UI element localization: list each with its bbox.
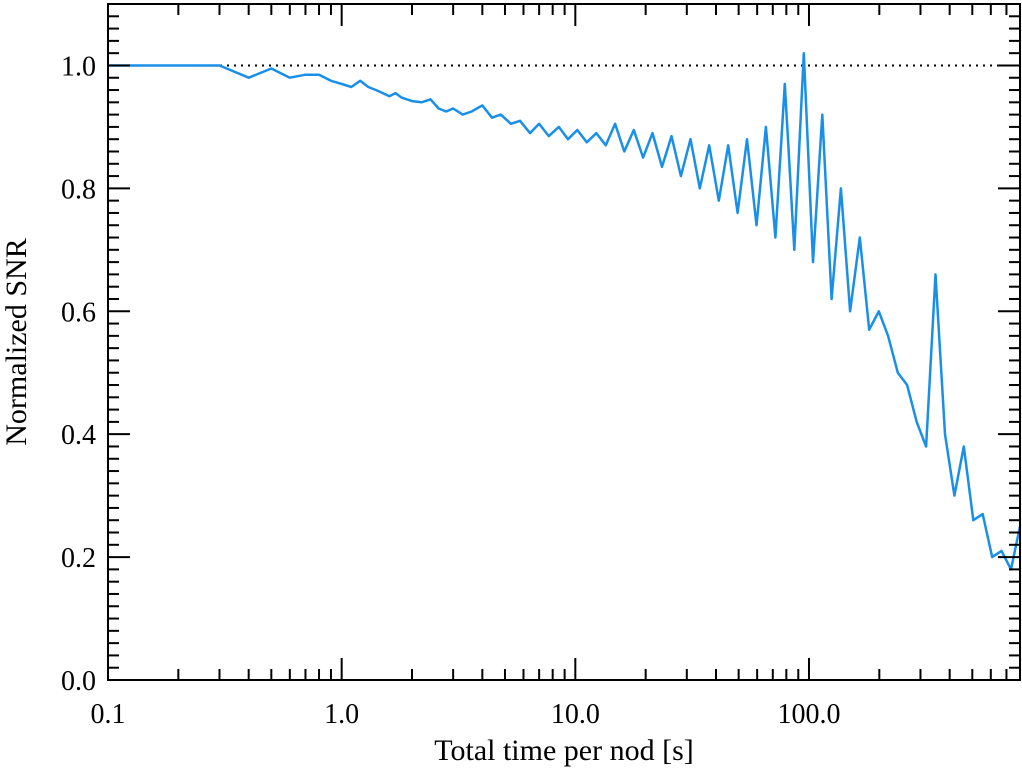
y-tick-label: 0.2 — [61, 543, 96, 574]
y-tick-label: 0.0 — [61, 666, 96, 697]
y-tick-label: 0.6 — [61, 297, 96, 328]
x-tick-label: 100.0 — [777, 699, 840, 730]
series-line-0 — [108, 51, 1022, 571]
series-layer — [108, 51, 1022, 571]
x-axis-label: Total time per nod [s] — [434, 734, 694, 767]
x-tick-label: 0.1 — [91, 699, 126, 730]
tick-labels-layer: 0.1 1.0 10.0 100.0 0.0 0.2 0.4 0.6 0.8 1.0 — [61, 51, 840, 730]
y-tick-label: 1.0 — [61, 51, 96, 82]
x-tick-label: 1.0 — [324, 699, 359, 730]
y-axis-label: Normalized SNR — [0, 238, 33, 445]
y-tick-label: 0.8 — [61, 174, 96, 205]
y-tick-label: 0.4 — [61, 420, 96, 451]
ticks-layer — [107, 3, 1021, 681]
plot-frame — [107, 3, 1021, 681]
x-tick-label: 10.0 — [551, 699, 600, 730]
